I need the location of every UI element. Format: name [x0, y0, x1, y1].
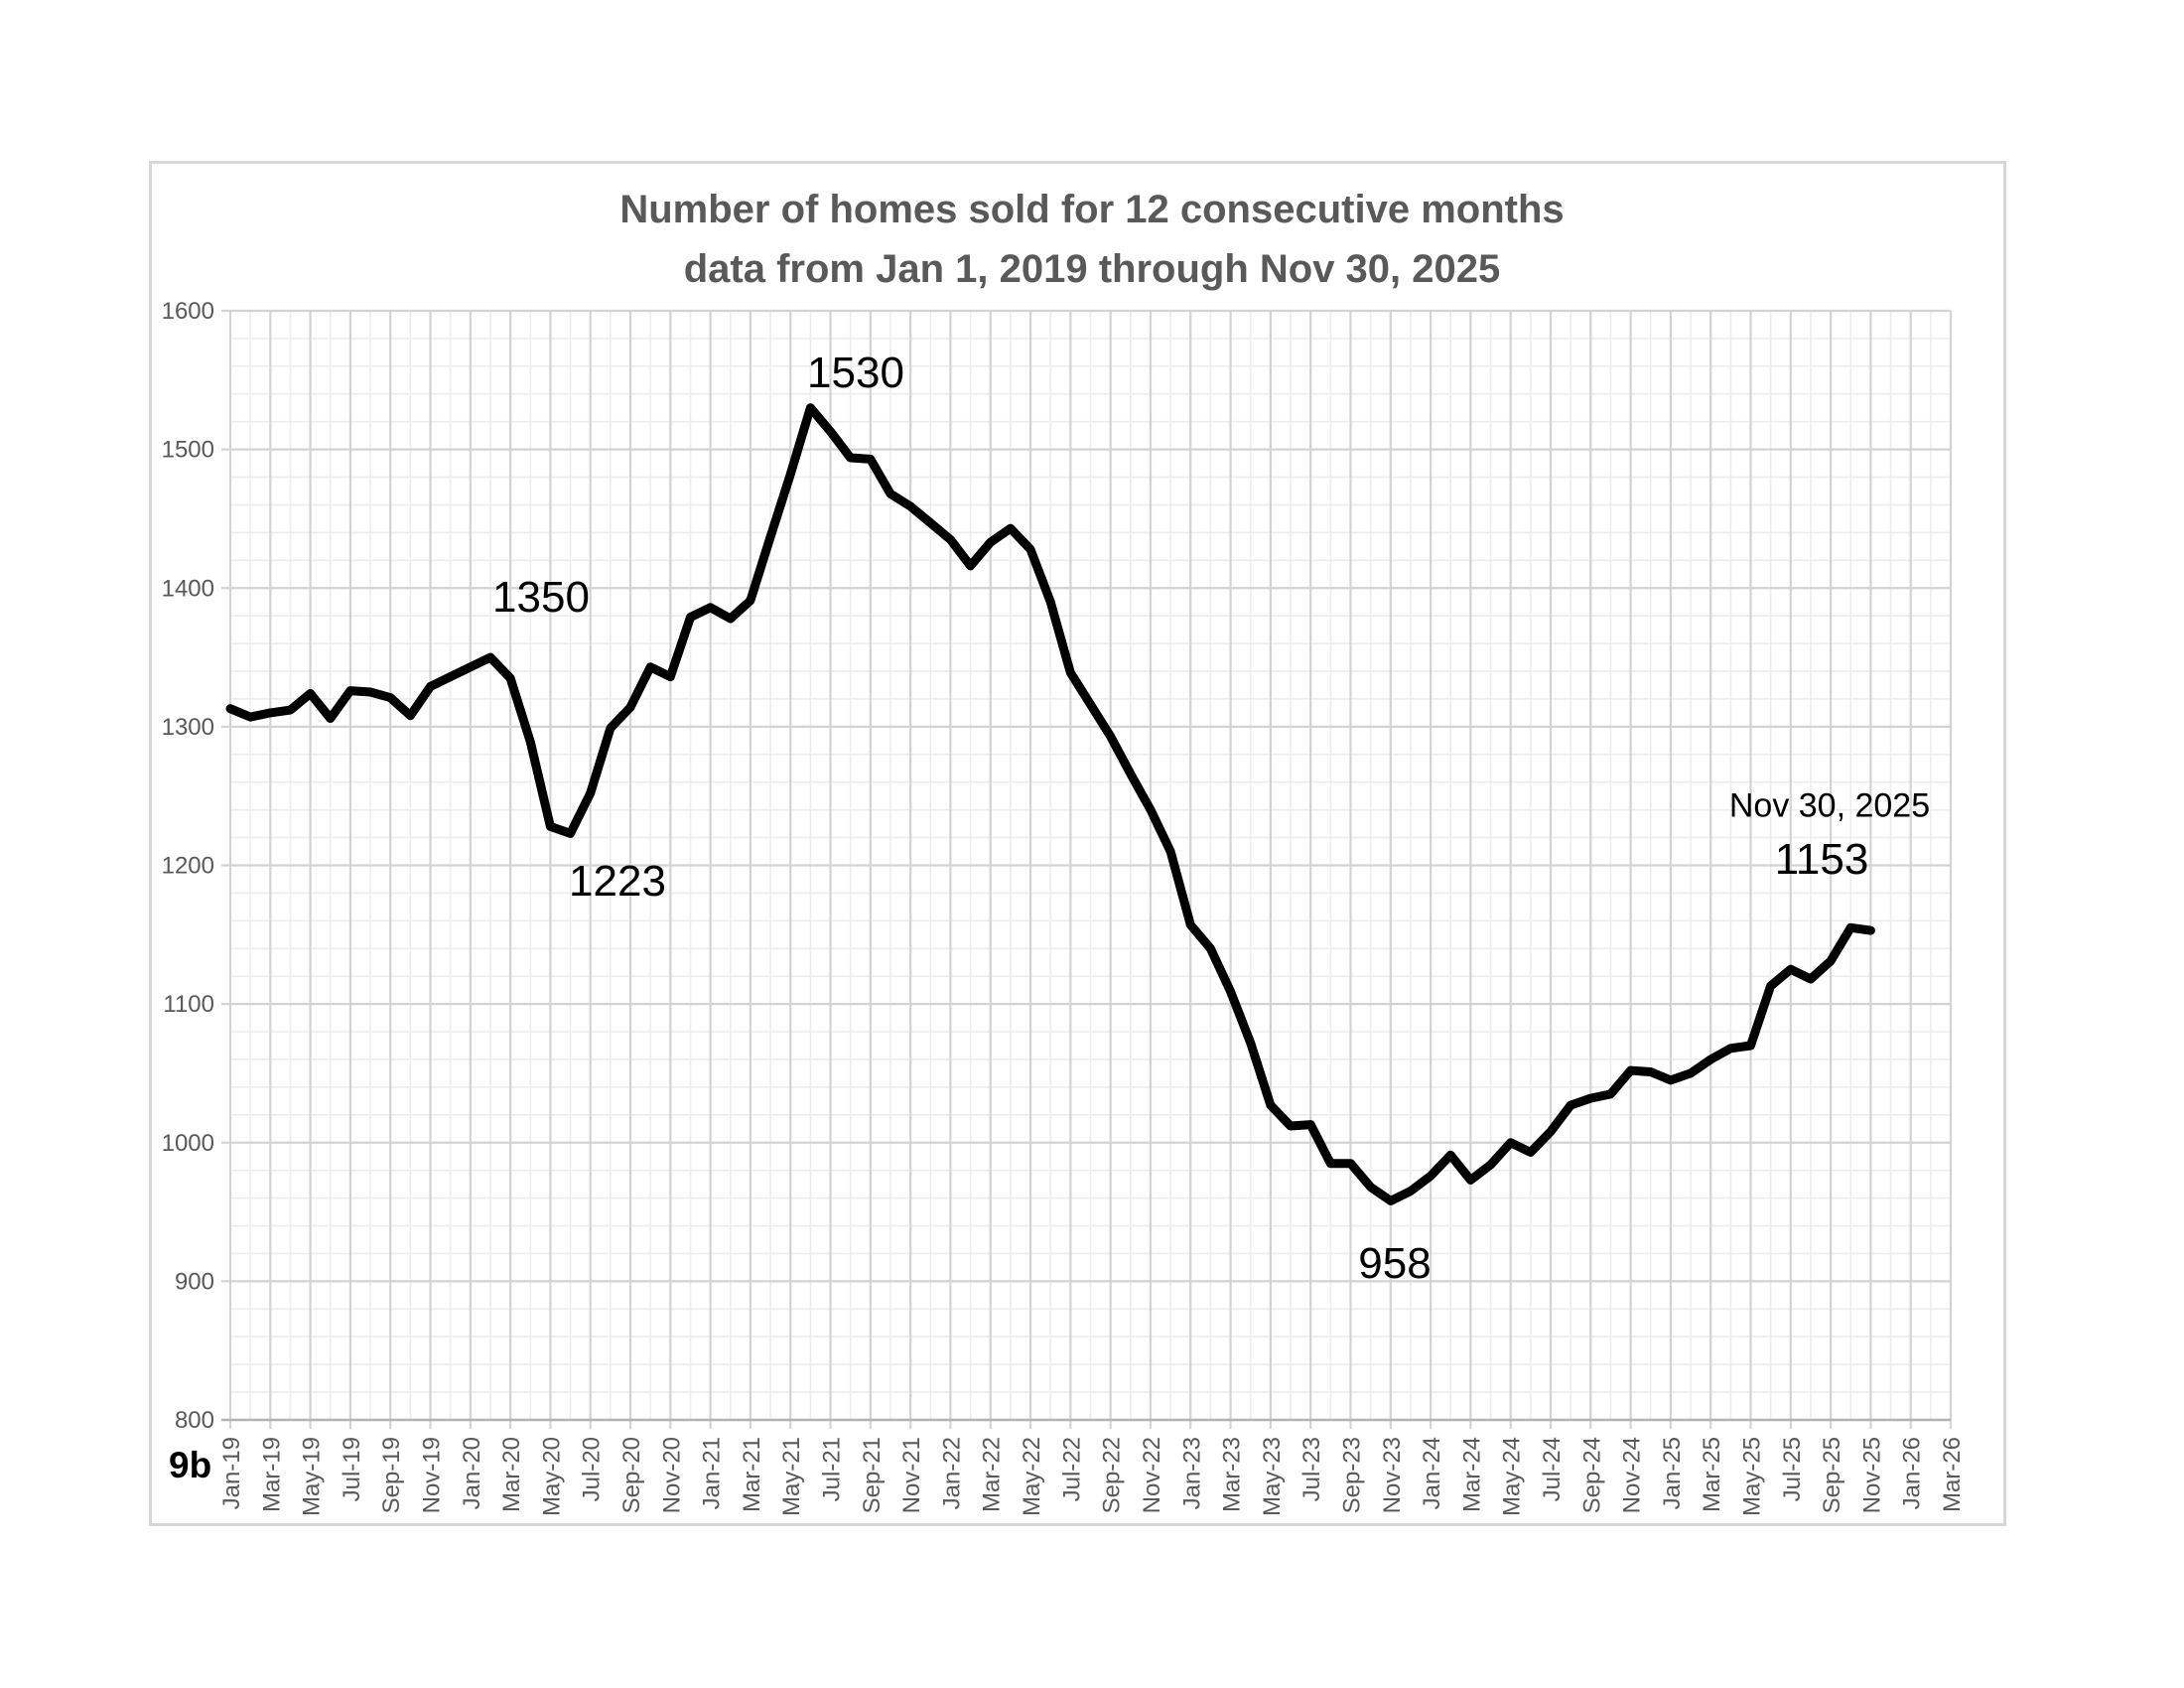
x-axis-tick-label: Jan-24	[1419, 1437, 1445, 1509]
x-axis-tick-label: May-25	[1738, 1437, 1765, 1516]
x-axis-tick-label: May-19	[299, 1437, 326, 1516]
x-axis-tick-label: May-24	[1499, 1437, 1526, 1516]
x-axis-tick-label: Nov-22	[1139, 1437, 1165, 1513]
x-axis-tick-label: Nov-19	[419, 1437, 446, 1513]
x-axis-tick-label: Mar-21	[739, 1437, 765, 1512]
x-axis-tick-label: Jan-20	[459, 1437, 485, 1509]
x-axis-tick-label: Sep-20	[618, 1437, 645, 1513]
x-axis-tick-label: Jan-21	[699, 1437, 726, 1509]
annotation-trough-958: 958	[1358, 1239, 1432, 1288]
y-axis-tick-label: 1600	[162, 298, 214, 325]
annotation-last-value: 1153	[1774, 835, 1869, 884]
annotation-peak-1530: 1530	[807, 349, 904, 397]
x-axis-tick-label: Sep-22	[1099, 1437, 1126, 1513]
x-axis-tick-label: Nov-23	[1379, 1437, 1406, 1513]
y-axis-tick-label: 1300	[162, 714, 214, 741]
x-axis-tick-label: Jul-25	[1779, 1437, 1806, 1501]
x-axis-tick-label: Mar-26	[1939, 1437, 1966, 1512]
chart-title: Number of homes sold for 12 consecutive …	[619, 188, 1565, 231]
x-axis-tick-label: Sep-19	[378, 1437, 405, 1513]
annotation-trough-1223: 1223	[569, 857, 666, 906]
x-axis-tick-label: Jan-23	[1178, 1437, 1205, 1509]
x-axis-tick-label: Jul-20	[579, 1437, 606, 1501]
x-axis-tick-label: Mar-23	[1219, 1437, 1246, 1512]
y-axis-tick-label: 900	[175, 1268, 214, 1295]
x-axis-tick-label: Nov-21	[898, 1437, 925, 1513]
x-axis-tick-label: Sep-25	[1819, 1437, 1845, 1513]
x-axis-tick-label: Jan-19	[218, 1437, 245, 1509]
chart-container	[149, 161, 2006, 1526]
x-axis-tick-label: Nov-20	[658, 1437, 685, 1513]
y-axis-tick-label: 800	[175, 1407, 214, 1434]
x-axis-tick-label: Jul-24	[1539, 1437, 1566, 1501]
x-axis-tick-label: Nov-24	[1619, 1437, 1646, 1513]
chart-subtitle: data from Jan 1, 2019 through Nov 30, 20…	[683, 247, 1501, 291]
x-axis-tick-label: Jan-25	[1659, 1437, 1686, 1509]
y-axis-tick-label: 1200	[162, 853, 214, 880]
x-axis-tick-label: Mar-22	[979, 1437, 1006, 1512]
x-axis-tick-label: Jan-26	[1899, 1437, 1926, 1509]
x-axis-tick-label: Jul-21	[819, 1437, 846, 1501]
y-axis-tick-label: 1000	[162, 1130, 214, 1157]
x-axis-tick-label: Sep-21	[859, 1437, 886, 1513]
x-axis-tick-label: Jul-22	[1058, 1437, 1085, 1501]
annotation-last-date: Nov 30, 2025	[1728, 786, 1931, 825]
y-axis-tick-label: 1500	[162, 437, 214, 464]
y-axis-tick-label: 1400	[162, 575, 214, 602]
annotation-peak-1350: 1350	[492, 573, 590, 622]
x-axis-tick-label: Nov-25	[1858, 1437, 1885, 1513]
x-axis-tick-label: Jul-23	[1298, 1437, 1325, 1501]
page-label-9b: 9b	[169, 1445, 212, 1485]
x-axis-tick-label: Sep-23	[1338, 1437, 1365, 1513]
x-axis-tick-label: May-22	[1019, 1437, 1045, 1516]
x-axis-tick-label: May-21	[778, 1437, 805, 1516]
x-axis-tick-label: Jan-22	[938, 1437, 965, 1509]
homes-sold-line-series	[225, 403, 1875, 1205]
x-axis-tick-label: May-20	[538, 1437, 565, 1516]
x-axis-tick-label: Jul-19	[339, 1437, 365, 1501]
x-axis-tick-label: Mar-24	[1458, 1437, 1485, 1512]
x-axis-tick-label: Mar-25	[1699, 1437, 1725, 1512]
x-axis-tick-label: Mar-20	[498, 1437, 525, 1512]
x-axis-tick-label: May-23	[1259, 1437, 1286, 1516]
x-axis-tick-label: Sep-24	[1578, 1437, 1605, 1513]
y-axis-tick-label: 1100	[163, 991, 214, 1018]
x-axis-tick-label: Mar-19	[258, 1437, 285, 1512]
